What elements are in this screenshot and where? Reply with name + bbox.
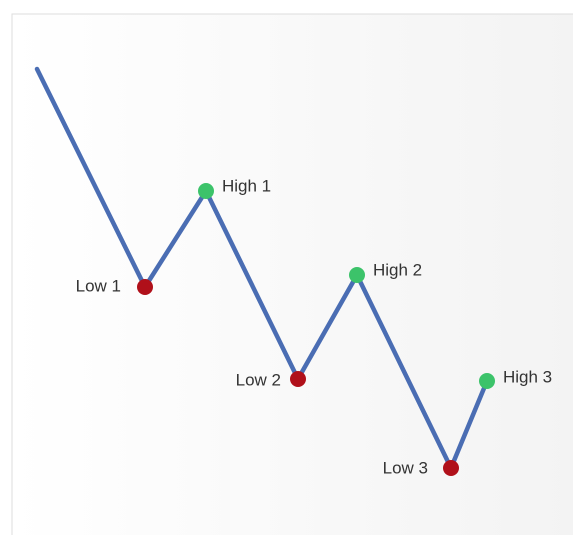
low-label: Low 2 [236, 370, 281, 389]
high-dot [479, 373, 495, 389]
panel [11, 13, 573, 535]
low-dot [290, 371, 306, 387]
high-dot [198, 183, 214, 199]
high-label: High 1 [222, 176, 271, 195]
high-label: High 2 [373, 260, 422, 279]
low-label: Low 1 [76, 276, 121, 295]
low-label: Low 3 [383, 458, 428, 477]
low-dot [137, 279, 153, 295]
high-label: High 3 [503, 367, 552, 386]
low-dot [443, 460, 459, 476]
high-dot [349, 267, 365, 283]
